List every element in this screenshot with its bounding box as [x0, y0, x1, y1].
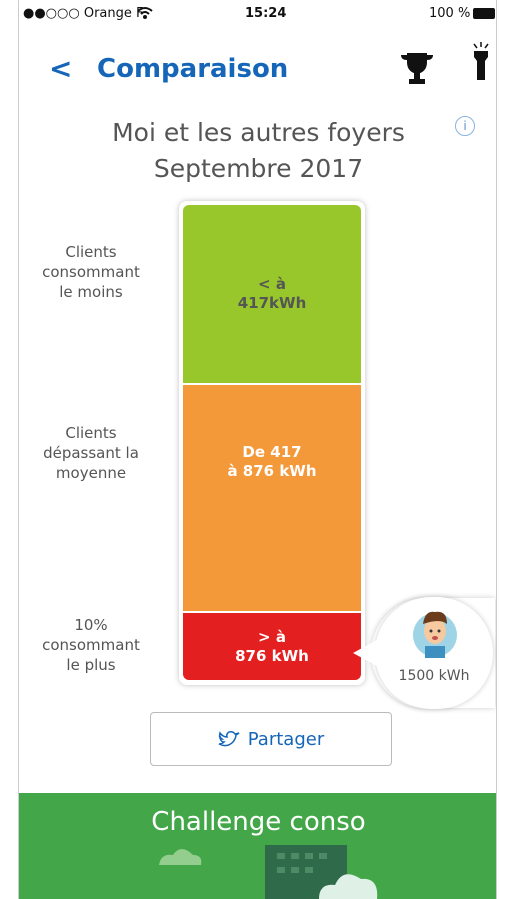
my-consumption: 1500 kWh: [375, 668, 493, 684]
comparison-subtitle: Septembre 2017: [19, 154, 497, 183]
wifi-icon: [137, 6, 153, 20]
share-button[interactable]: Partager: [150, 712, 392, 766]
time: 15:24: [245, 6, 286, 21]
comparison-title: Moi et les autres foyers: [19, 118, 497, 147]
share-label: Partager: [248, 729, 324, 750]
avatar: [412, 606, 458, 658]
flashlight-icon[interactable]: [471, 42, 491, 82]
footer[interactable]: Challenge conso: [19, 793, 497, 899]
battery-icon: [473, 8, 495, 19]
segment-value: < à: [258, 275, 286, 294]
segment-value: > à: [258, 628, 286, 647]
segment-value: à 876 kWh: [227, 462, 316, 481]
page: {"status_bar": {"carrier": "●●○○○ Orange…: [0, 0, 514, 899]
label-line: moyenne: [21, 463, 161, 483]
twitter-icon: [218, 730, 240, 748]
battery: 100 %: [429, 6, 470, 21]
label-line: Clients: [21, 423, 161, 443]
trophy-icon[interactable]: [399, 50, 435, 86]
label-line: le plus: [21, 655, 161, 675]
segment-label: 10% consommant le plus: [21, 615, 161, 675]
segment-label: Clients dépassant la moyenne: [21, 423, 161, 483]
back-button[interactable]: <: [49, 52, 72, 85]
label-line: consommant: [21, 262, 161, 282]
screen: ●●○○○ Orange F 15:24 100 % < Comparaison…: [18, 0, 497, 899]
label-line: consommant: [21, 635, 161, 655]
info-button[interactable]: i: [455, 116, 475, 136]
segment-label: Clients consommant le moins: [21, 242, 161, 302]
footer-art: [19, 793, 497, 899]
segment-value: 417kWh: [238, 294, 307, 313]
carrier: ●●○○○ Orange F: [23, 6, 144, 21]
segment-high: > à 876 kWh: [183, 613, 361, 680]
label-line: Clients: [21, 242, 161, 262]
segment-value: De 417: [242, 443, 301, 462]
header-title: Comparaison: [97, 54, 288, 84]
label-line: dépassant la: [21, 443, 161, 463]
segment-low: < à 417kWh: [183, 205, 361, 383]
bubble-pointer: [353, 640, 379, 666]
label-line: le moins: [21, 282, 161, 302]
label-line: 10%: [21, 615, 161, 635]
segment-value: 876 kWh: [235, 647, 309, 666]
segment-mid: De 417 à 876 kWh: [183, 385, 361, 611]
